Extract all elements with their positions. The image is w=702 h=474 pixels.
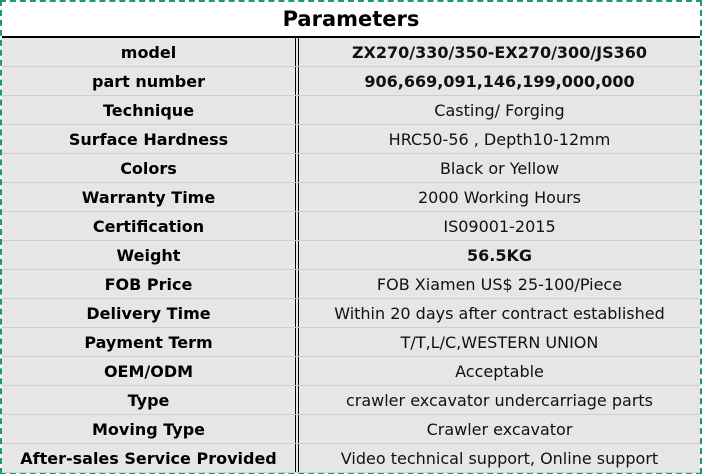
parameter-value[interactable]: 906,669,091,146,199,000,000 [364,71,635,91]
table-row: Type crawler excavator undercarriage part… [2,386,700,415]
parameter-value[interactable]: T/T,L/C,WESTERN UNION [400,332,599,352]
column-divider [295,299,299,327]
column-divider [295,444,299,472]
parameter-label[interactable]: FOB Price [104,274,193,294]
parameter-label[interactable]: Moving Type [92,419,205,439]
parameter-label[interactable]: Warranty Time [81,187,216,207]
parameter-label[interactable]: Certification [92,216,205,236]
table-row: model ZX270/330/350-EX270/300/JS360 [2,38,700,67]
table-row: After-sales Service Provided Video techni… [2,444,700,473]
table-row: Colors Black or Yellow [2,154,700,183]
parameter-label[interactable]: Colors [120,158,177,178]
parameter-label[interactable]: After-sales Service Provided [20,448,277,468]
column-divider [295,183,299,211]
parameter-value[interactable]: HRC50-56 , Depth10-12mm [388,129,611,149]
column-divider [295,328,299,356]
parameter-label[interactable]: model [120,42,177,62]
table-row: Moving Type Crawler excavator [2,415,700,444]
column-divider [295,154,299,182]
table-row: part number 906,669,091,146,199,000,000 [2,67,700,96]
parameter-value[interactable]: Crawler excavator [426,419,573,439]
table-row: Payment Term T/T,L/C,WESTERN UNION [2,328,700,357]
column-divider [295,386,299,414]
parameter-value[interactable]: Within 20 days after contract establishe… [334,303,665,323]
parameter-label[interactable]: Technique [102,100,195,120]
parameter-label[interactable]: Payment Term [84,332,213,352]
column-divider [295,415,299,443]
column-divider [295,212,299,240]
parameter-value[interactable]: Casting/ Forging [434,100,565,120]
title-divider [2,36,700,38]
column-divider [295,357,299,385]
table-row: Certification IS09001-2015 [2,212,700,241]
parameter-label[interactable]: Type [127,390,170,410]
table-row: Weight 56.5KG [2,241,700,270]
column-divider [295,125,299,153]
parameter-value[interactable]: Video technical support, Online support [340,448,659,468]
parameter-value[interactable]: FOB Xiamen US$ 25-100/Piece [376,274,623,294]
parameters-table: model ZX270/330/350-EX270/300/JS360 part n… [2,38,700,473]
parameter-value[interactable]: ZX270/330/350-EX270/300/JS360 [351,42,648,62]
table-row: Surface Hardness HRC50-56 , Depth10-12mm [2,125,700,154]
parameter-label[interactable]: part number [91,71,205,91]
table-row: Warranty Time 2000 Working Hours [2,183,700,212]
parameter-value[interactable]: IS09001-2015 [443,216,556,236]
parameter-label[interactable]: Weight [116,245,181,265]
table-title: Parameters [2,2,700,36]
parameter-value[interactable]: crawler excavator undercarriage parts [345,390,654,410]
parameter-label[interactable]: OEM/ODM [103,361,194,381]
parameter-value[interactable]: 2000 Working Hours [417,187,582,207]
column-divider [295,270,299,298]
parameter-value[interactable]: Acceptable [455,361,544,381]
parameter-label[interactable]: Surface Hardness [68,129,229,149]
table-row: OEM/ODM Acceptable [2,357,700,386]
column-divider [295,241,299,269]
table-row: Delivery Time Within 20 days after contra… [2,299,700,328]
parameter-label[interactable]: Delivery Time [86,303,211,323]
table-row: FOB Price FOB Xiamen US$ 25-100/Piece [2,270,700,299]
column-divider [295,38,299,66]
column-divider [295,67,299,95]
parameter-value[interactable]: 56.5KG [466,245,532,265]
column-divider [295,96,299,124]
parameter-value[interactable]: Black or Yellow [439,158,560,178]
table-row: Technique Casting/ Forging [2,96,700,125]
